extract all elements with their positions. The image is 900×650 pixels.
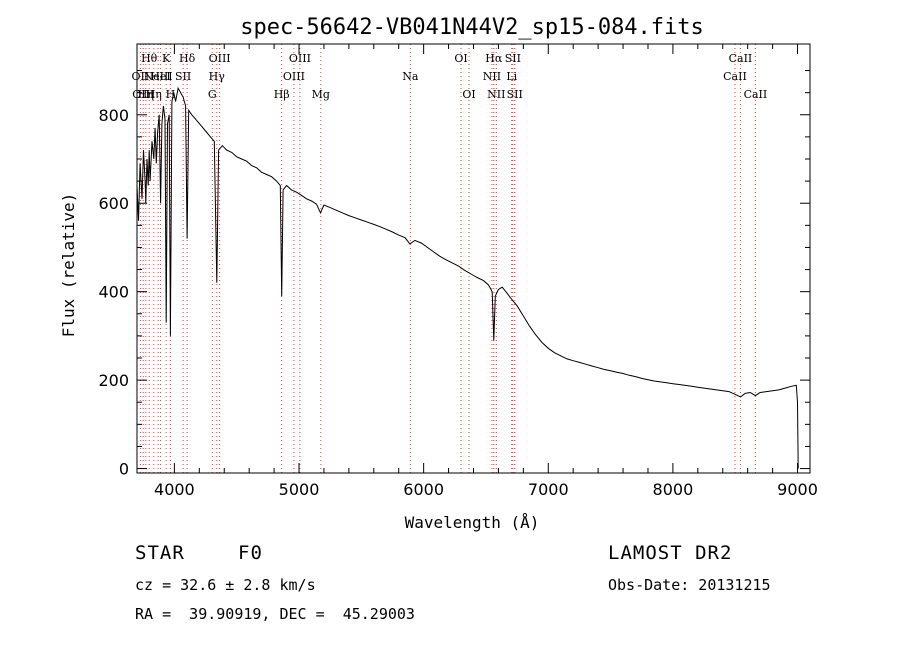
spectral-subclass: F0 — [238, 542, 263, 564]
line-marker-label: OII — [132, 70, 150, 83]
coordinates-readout: RA = 39.90919, DEC = 45.29003 — [135, 605, 415, 623]
line-marker-label: CaII — [723, 70, 747, 83]
line-marker-label: OIII — [283, 70, 305, 83]
line-marker-label: Hβ — [274, 88, 290, 101]
survey-name: LAMOST DR2 — [608, 542, 733, 564]
line-marker-label: OI — [454, 52, 467, 65]
line-marker-label: NII — [487, 88, 505, 101]
line-marker-label: CaII — [729, 52, 753, 65]
line-marker-label: Na — [402, 70, 419, 83]
line-marker-label: H — [166, 88, 176, 101]
line-marker-label: SII — [505, 52, 521, 65]
marker-labels: OIIOIIIHηHθHηNeIIIHeIKHSIIHδGHγOIIIHβOII… — [132, 52, 768, 101]
x-tick-label: 5000 — [279, 480, 320, 499]
y-tick-label: 400 — [98, 283, 129, 302]
plot-data — [136, 86, 799, 469]
line-marker-label: Hα — [485, 52, 503, 65]
line-markers — [139, 44, 756, 473]
observation-date: Obs-Date: 20131215 — [608, 576, 771, 594]
line-marker-label: Hγ — [209, 70, 226, 83]
x-tick-label: 8000 — [653, 480, 694, 499]
x-tick-label: 9000 — [777, 480, 818, 499]
y-tick-label: 800 — [98, 106, 129, 125]
line-marker-label: K — [162, 52, 171, 65]
line-marker-label: G — [208, 88, 217, 101]
line-marker-label: Hη — [146, 88, 162, 101]
line-marker-label: OI — [462, 88, 475, 101]
line-marker-label: OIII — [132, 88, 154, 101]
x-tick-label: 4000 — [154, 480, 195, 499]
line-marker-label: Hδ — [179, 52, 196, 65]
line-marker-label: OIII — [289, 52, 311, 65]
line-marker-label: SII — [175, 70, 191, 83]
y-tick-label: 200 — [98, 371, 129, 390]
x-axis-label: Wavelength (Å) — [405, 513, 540, 532]
line-marker-label: SII — [507, 88, 523, 101]
line-marker-label: NII — [483, 70, 501, 83]
y-axis-label: Flux (relative) — [59, 193, 78, 338]
spectrum-line — [136, 86, 799, 469]
line-marker-label: NeIII — [143, 70, 172, 83]
y-tick-label: 0 — [119, 460, 129, 479]
line-marker-label: HeI — [150, 70, 170, 83]
object-type: STAR — [135, 542, 185, 564]
line-marker-label: Hθ — [141, 52, 158, 65]
x-tick-label: 6000 — [403, 480, 444, 499]
plot-frame — [136, 43, 811, 474]
redshift-readout: cz = 32.6 ± 2.8 km/s — [135, 576, 316, 594]
y-tick-label: 600 — [98, 194, 129, 213]
line-marker-label: Mg — [312, 88, 330, 101]
axes: 4000 5000 6000 7000 8000 9000 0 200 400 600 800 — [98, 43, 818, 499]
chart-title: spec-56642-VB041N44V2_sp15-084.fits — [240, 15, 704, 40]
line-marker-label: CaII — [744, 88, 768, 101]
line-marker-label: Li — [506, 70, 517, 83]
x-tick-label: 7000 — [528, 480, 569, 499]
line-marker-label: OIII — [209, 52, 231, 65]
line-marker-label: Hη — [138, 88, 154, 101]
